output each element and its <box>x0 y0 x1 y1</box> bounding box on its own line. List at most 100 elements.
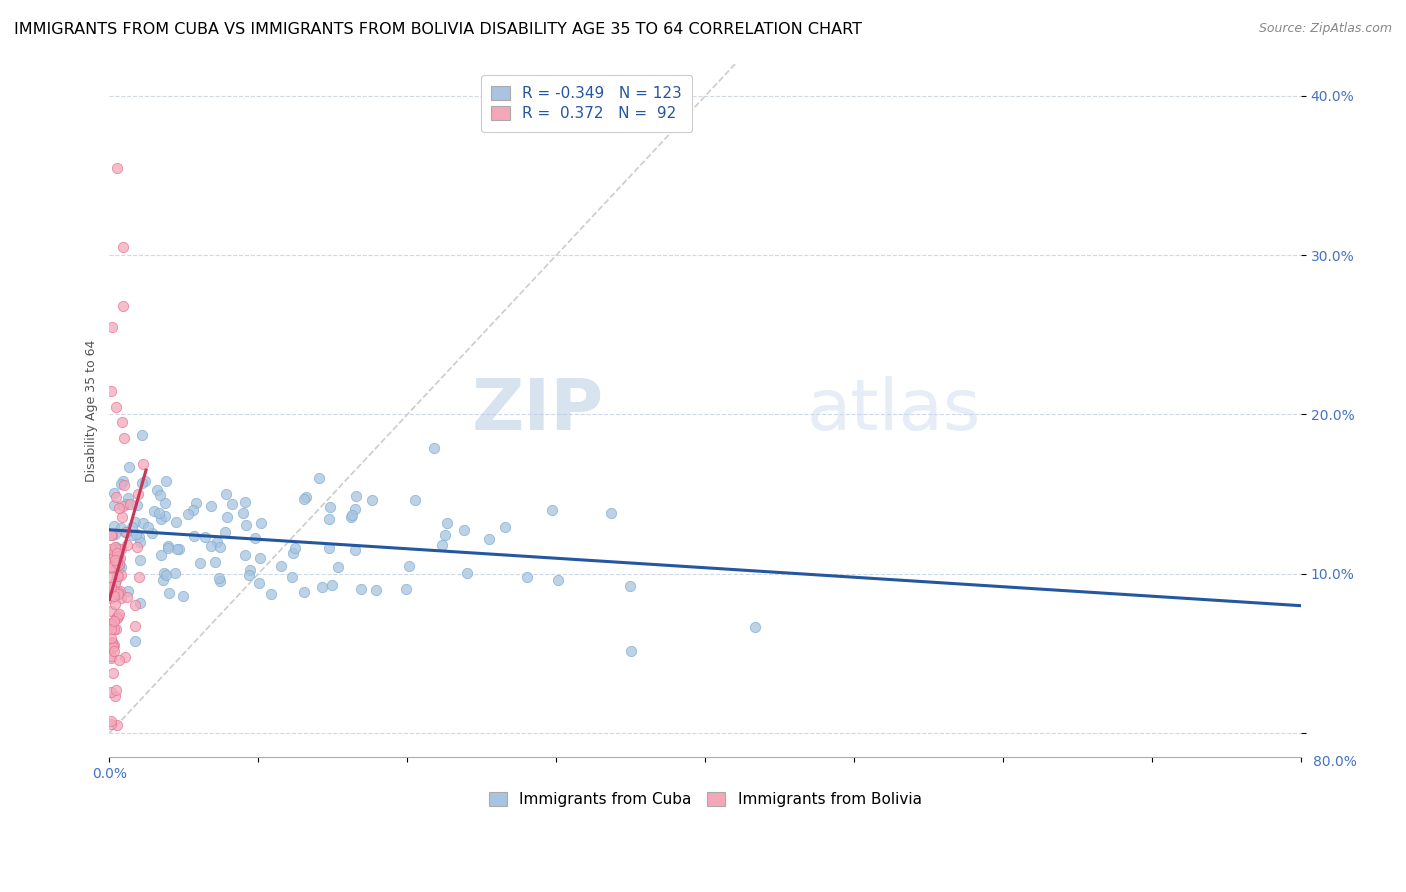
Point <box>103 518 125 533</box>
Point <box>105 568 128 582</box>
Point <box>153 509 176 524</box>
Point <box>103 589 125 603</box>
Point <box>105 682 128 697</box>
Point <box>131 476 153 491</box>
Point <box>149 548 172 562</box>
Point <box>100 580 122 594</box>
Point <box>114 524 136 539</box>
Point <box>136 520 159 534</box>
Point <box>177 508 200 522</box>
Point <box>104 597 127 611</box>
Point <box>169 542 191 557</box>
Point <box>398 559 420 574</box>
Point <box>152 574 174 588</box>
Point <box>100 604 122 618</box>
Point <box>153 496 176 510</box>
Point <box>105 622 128 636</box>
Point <box>478 533 501 547</box>
Point <box>115 591 138 605</box>
Point <box>131 457 153 471</box>
Point <box>107 568 129 582</box>
Point <box>129 553 152 567</box>
Point <box>547 573 569 587</box>
Point <box>100 638 122 652</box>
Point <box>284 541 307 556</box>
Point <box>105 610 128 624</box>
Point <box>121 519 143 533</box>
Point <box>107 501 129 516</box>
Point <box>101 636 124 650</box>
Text: atlas: atlas <box>807 376 981 445</box>
Point <box>104 491 127 505</box>
Point <box>105 718 128 732</box>
Point <box>200 500 222 514</box>
Point <box>104 541 127 555</box>
Point <box>404 493 426 508</box>
Point <box>292 585 315 599</box>
Point <box>108 557 131 571</box>
Point <box>114 650 136 665</box>
Point <box>128 596 150 610</box>
Point <box>148 506 170 520</box>
Point <box>249 516 271 530</box>
Point <box>308 471 330 485</box>
Point <box>209 574 232 589</box>
Point <box>364 582 387 597</box>
Point <box>111 499 134 513</box>
Point <box>221 497 243 511</box>
Point <box>100 714 122 729</box>
Point <box>208 571 231 585</box>
Point <box>172 590 194 604</box>
Point <box>112 431 135 445</box>
Point <box>166 541 188 556</box>
Point <box>110 591 132 605</box>
Point <box>321 577 343 591</box>
Point <box>112 478 135 492</box>
Point <box>103 549 125 563</box>
Point <box>155 567 177 582</box>
Point <box>194 530 217 544</box>
Point <box>110 477 132 491</box>
Point <box>214 524 236 539</box>
Point <box>217 510 239 524</box>
Point <box>143 504 166 518</box>
Point <box>430 538 453 552</box>
Point <box>350 582 373 597</box>
Point <box>235 548 257 562</box>
Point <box>107 549 129 564</box>
Point <box>103 584 125 599</box>
Point <box>215 486 238 500</box>
Point <box>107 543 129 558</box>
Point <box>423 441 446 455</box>
Point <box>205 534 228 549</box>
Point <box>105 541 128 555</box>
Point <box>204 555 226 569</box>
Point <box>110 521 132 535</box>
Point <box>494 519 516 533</box>
Point <box>103 614 125 628</box>
Point <box>239 563 262 577</box>
Point <box>156 541 179 555</box>
Point <box>100 384 122 398</box>
Point <box>149 488 172 502</box>
Point <box>344 489 367 503</box>
Point <box>433 528 456 542</box>
Point <box>152 566 174 580</box>
Point <box>311 580 333 594</box>
Point <box>105 573 128 587</box>
Point <box>100 527 122 541</box>
Point <box>343 543 366 558</box>
Point <box>105 552 128 566</box>
Point <box>111 416 134 430</box>
Point <box>103 644 125 658</box>
Point <box>124 526 146 541</box>
Point <box>100 559 122 574</box>
Point <box>131 428 153 442</box>
Point <box>100 616 122 631</box>
Point <box>100 648 122 663</box>
Point <box>436 516 458 530</box>
Point <box>112 474 135 488</box>
Text: 80.0%: 80.0% <box>1313 755 1357 769</box>
Point <box>100 622 122 636</box>
Point <box>103 498 125 512</box>
